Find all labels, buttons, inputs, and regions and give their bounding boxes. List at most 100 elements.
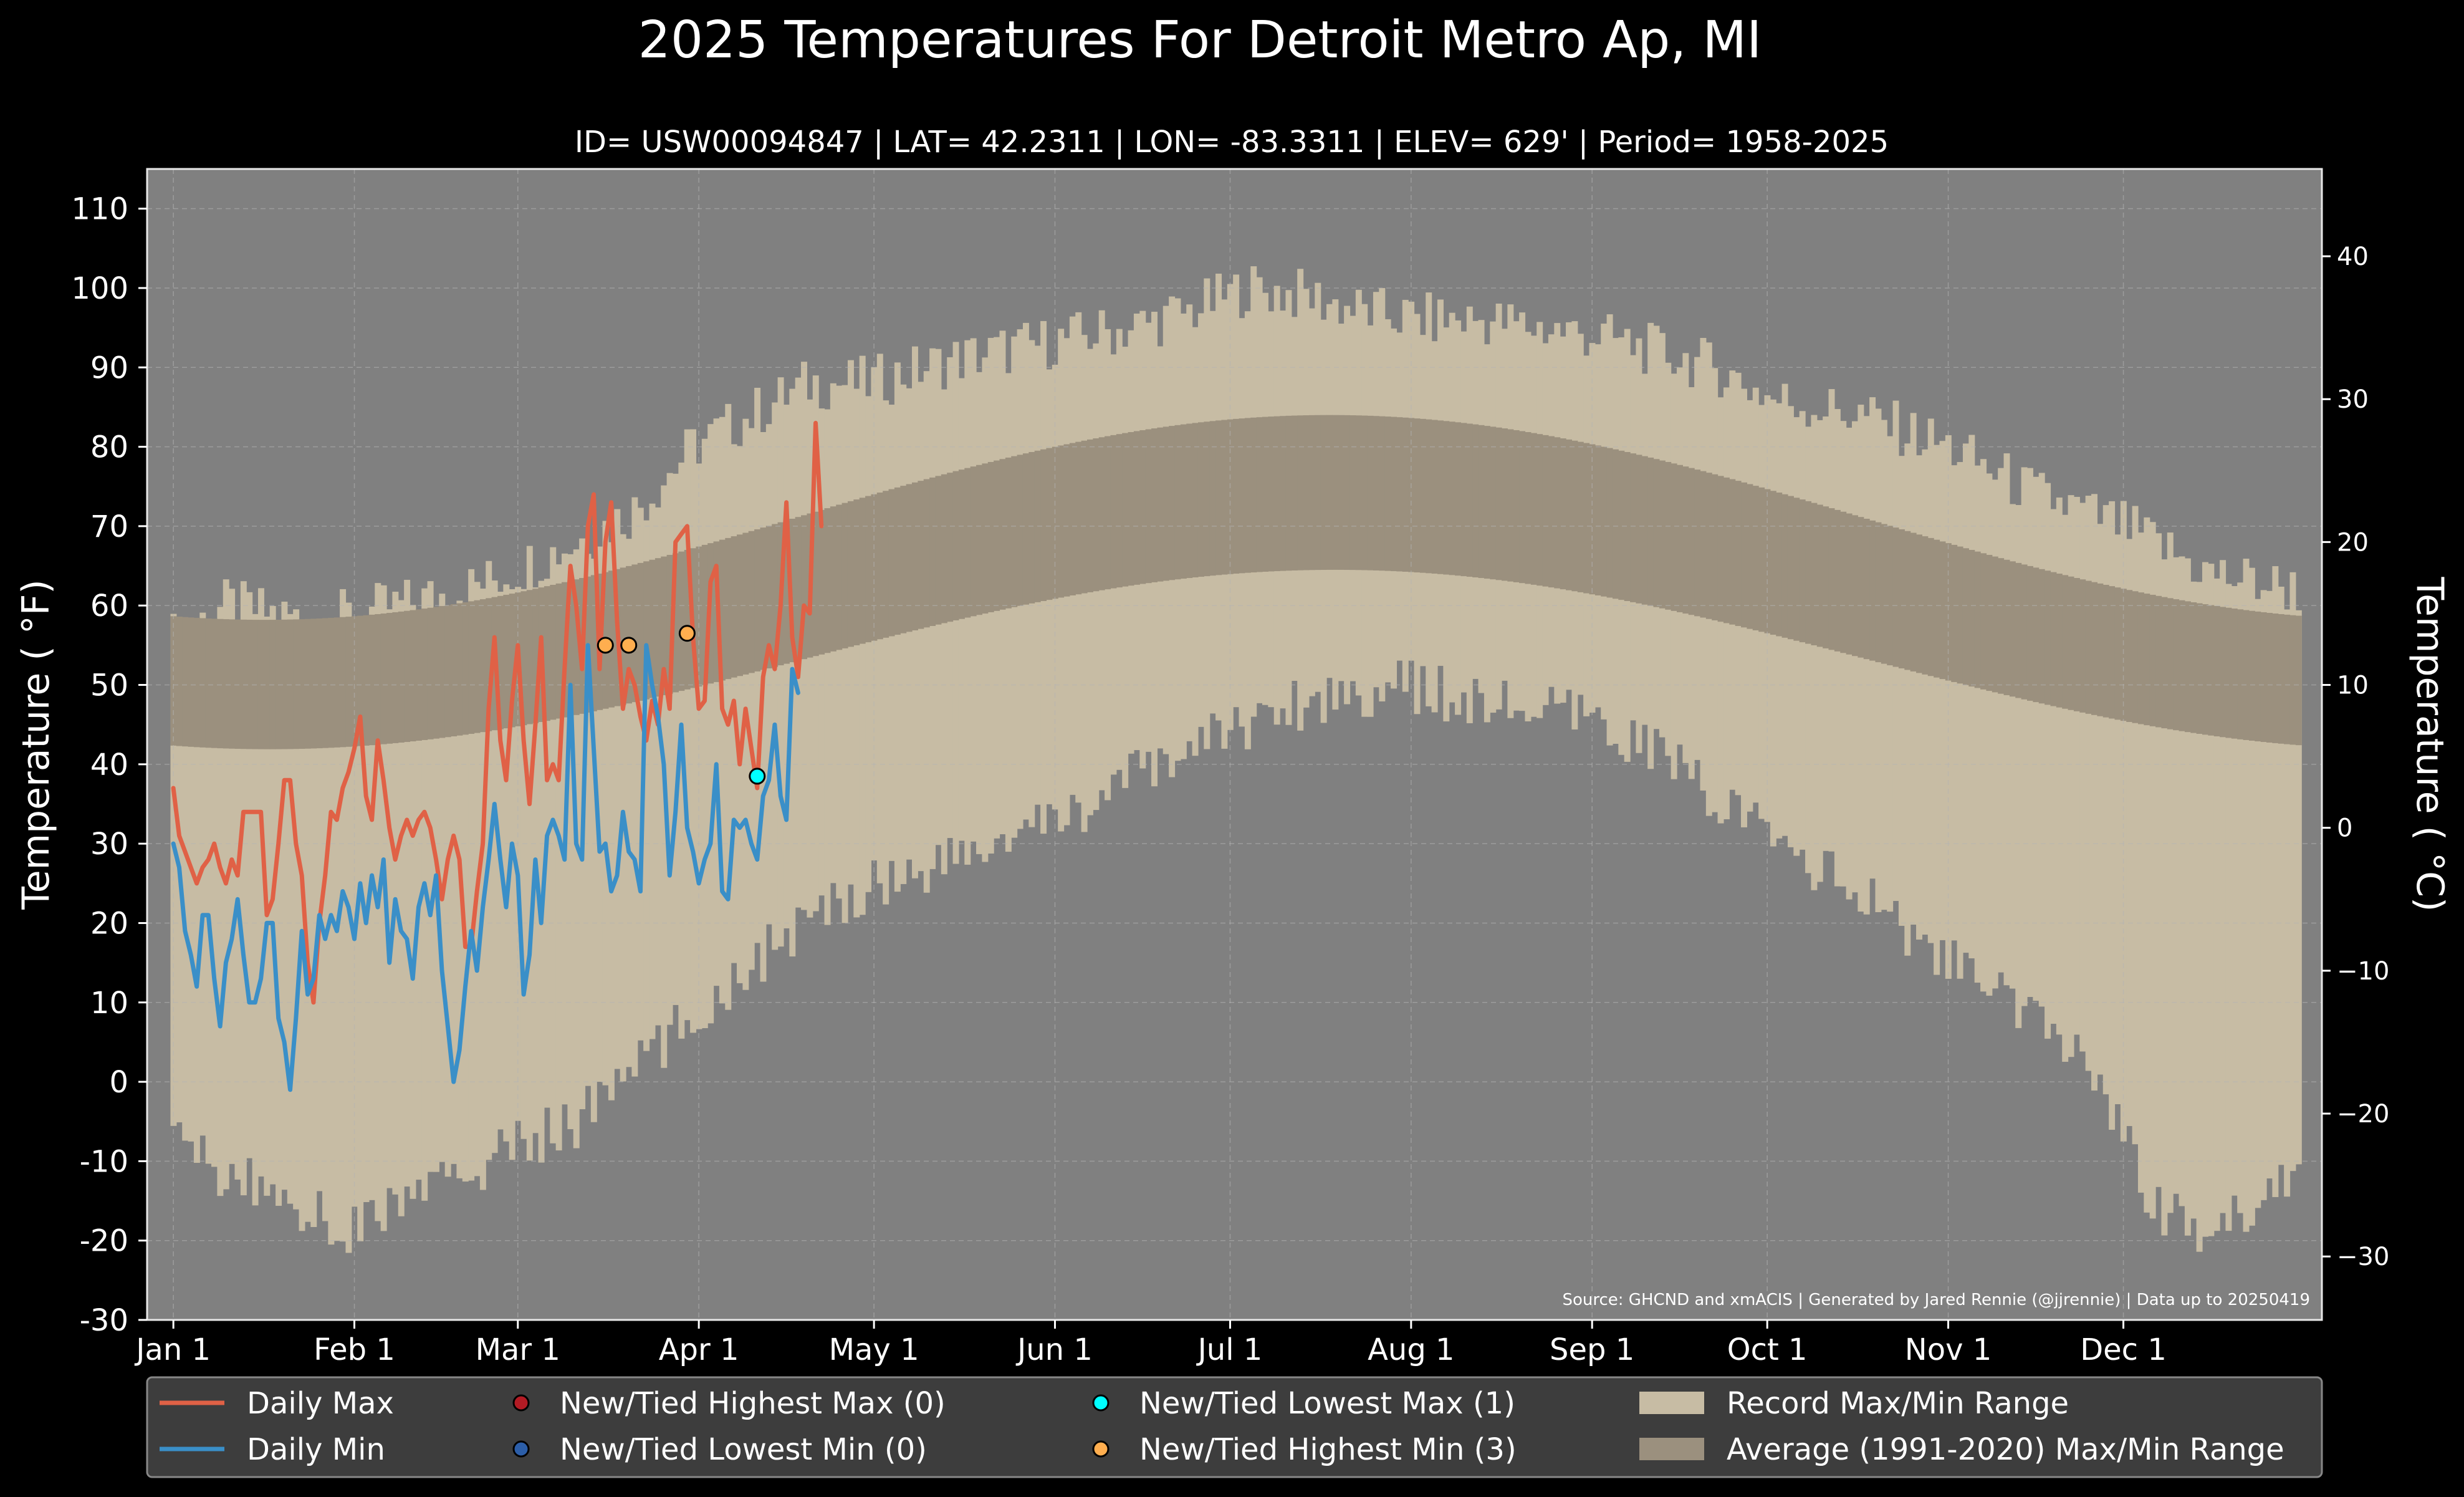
- record-range-bar: [737, 446, 743, 983]
- y-tick-label-left: 30: [90, 827, 128, 862]
- normal-range-bar: [894, 487, 901, 635]
- record-range-bar: [1934, 445, 1940, 975]
- normal-range-bar: [1028, 451, 1035, 604]
- normal-range-bar: [240, 619, 247, 749]
- normal-range-bar: [299, 619, 305, 749]
- record-range-bar: [707, 424, 714, 1024]
- normal-range-bar: [2208, 605, 2215, 736]
- normal-range-bar: [906, 484, 913, 632]
- normal-range-bar: [737, 534, 743, 676]
- normal-range-bar: [182, 617, 189, 747]
- normal-range-bar: [2248, 610, 2255, 741]
- normal-range-bar: [456, 603, 463, 736]
- record-range-bar: [1945, 435, 1952, 979]
- record-range-bar: [368, 606, 375, 1200]
- normal-range-bar: [719, 539, 726, 681]
- normal-range-bar: [404, 610, 411, 743]
- normal-range-bar: [1063, 444, 1070, 597]
- record-range-bar: [1992, 479, 1998, 989]
- record-range-bar: [2038, 473, 2045, 1007]
- normal-range-bar: [287, 619, 294, 749]
- record-range-bar: [865, 396, 872, 892]
- record-range-bar: [2062, 514, 2069, 1062]
- normal-range-bar: [883, 491, 889, 638]
- record-range-bar: [725, 403, 732, 1010]
- record-range-bar: [520, 589, 527, 1139]
- record-range-bar: [2255, 599, 2261, 1208]
- normal-range-bar: [246, 619, 253, 749]
- record-range-bar: [380, 585, 387, 1231]
- normal-range-bar: [2255, 611, 2261, 742]
- normal-range-bar: [2097, 583, 2104, 716]
- normal-range-bar: [1069, 443, 1076, 595]
- normal-range-bar: [2173, 599, 2180, 731]
- normal-range-bar: [789, 519, 796, 663]
- normal-range-bar: [1764, 489, 1771, 633]
- normal-range-bar: [987, 461, 994, 612]
- record-range-bar: [2225, 584, 2232, 1231]
- normal-range-bar: [1303, 415, 1310, 570]
- x-tick-label: Feb 1: [314, 1332, 395, 1367]
- y-tick-label-left: 40: [90, 748, 128, 782]
- normal-range-bar: [351, 616, 358, 747]
- normal-range-bar: [1414, 418, 1421, 573]
- record-range-bar: [287, 614, 294, 1204]
- record-range-bar: [2091, 494, 2097, 1091]
- normal-range-bar: [608, 570, 615, 708]
- normal-range-bar: [2260, 612, 2267, 743]
- x-tick-label: Apr 1: [659, 1332, 739, 1367]
- record-range-bar: [2149, 522, 2156, 1219]
- record-range-bar: [462, 609, 469, 1182]
- normal-range-bar: [1460, 423, 1467, 577]
- record-range-bar: [2289, 572, 2296, 1172]
- legend-label: Daily Min: [247, 1432, 385, 1467]
- record-range-bar: [666, 473, 673, 1025]
- normal-range-bar: [2015, 562, 2022, 698]
- record-range-bar: [2208, 564, 2215, 1236]
- normal-range-bar: [1974, 551, 1981, 688]
- normal-range-bar: [1741, 482, 1748, 628]
- record-range-bar: [1939, 441, 1946, 940]
- normal-range-bar: [2126, 590, 2133, 722]
- normal-range-bar: [672, 553, 679, 693]
- normal-range-bar: [2161, 597, 2168, 729]
- normal-range-bar: [1349, 415, 1356, 570]
- record-range-bar: [2050, 509, 2057, 1024]
- normal-range-bar: [1133, 431, 1140, 585]
- normal-range-bar: [2196, 603, 2203, 734]
- normal-range-bar: [1934, 539, 1940, 678]
- normal-range-bar: [1280, 416, 1287, 571]
- record-range-bar: [1986, 473, 1993, 996]
- record-range-bar: [398, 600, 405, 1216]
- normal-range-bar: [2225, 607, 2232, 738]
- record-range-bar: [2248, 567, 2255, 1226]
- record-range-bar: [654, 507, 661, 1026]
- normal-range-bar: [1011, 456, 1018, 607]
- legend-item-daily-min: Daily Min: [160, 1432, 385, 1467]
- normal-range-bar: [1887, 526, 1894, 666]
- normal-range-bar: [731, 536, 737, 678]
- record-range-bar: [1858, 405, 1864, 912]
- normal-range-bar: [2062, 575, 2069, 709]
- normal-range-bar: [1058, 445, 1065, 598]
- normal-range-bar: [573, 579, 580, 715]
- record-range-bar: [2009, 504, 2016, 989]
- y-tick-label-left: 0: [109, 1065, 128, 1100]
- record-range-bar: [193, 625, 200, 1163]
- record-range-bar: [1951, 465, 1958, 941]
- normal-range-bar: [1507, 429, 1514, 582]
- normal-range-bar: [2033, 567, 2040, 703]
- normal-range-bar: [2137, 592, 2144, 724]
- normal-range-bar: [1530, 433, 1537, 585]
- normal-range-bar: [2272, 614, 2279, 743]
- record-range-bar: [2260, 590, 2267, 1200]
- normal-range-bar: [451, 604, 458, 736]
- normal-range-bar: [1502, 428, 1508, 581]
- record-range-bar: [608, 542, 615, 1100]
- x-tick-label: May 1: [829, 1332, 919, 1367]
- normal-range-bar: [1402, 417, 1409, 572]
- normal-range-bar: [929, 477, 936, 627]
- normal-range-bar: [497, 595, 504, 729]
- legend-label: New/Tied Lowest Min (0): [560, 1432, 927, 1467]
- normal-range-bar: [1204, 421, 1210, 577]
